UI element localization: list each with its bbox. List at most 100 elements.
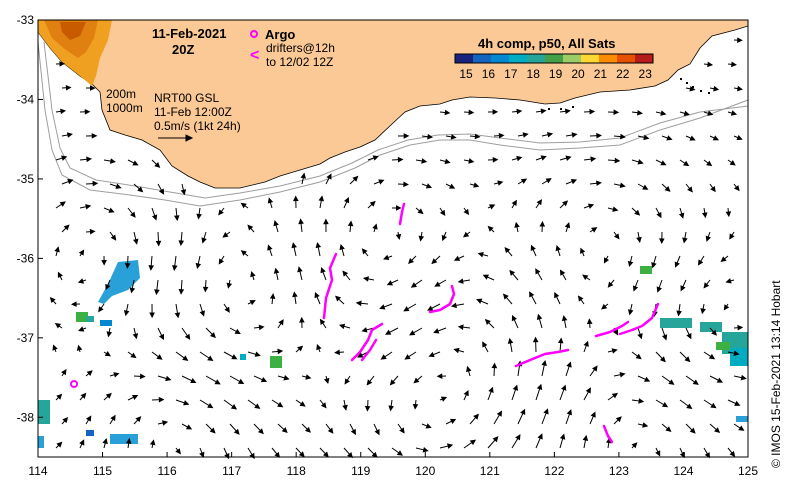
current-arrow-head [151,214,158,221]
colorbar-segment [635,54,654,63]
current-arrow-head [540,108,547,115]
current-arrow-head [410,282,418,288]
current-arrow-head [344,378,350,385]
current-arrow-head [427,305,434,311]
legend-drifters-line1: drifters@12h [266,41,335,55]
current-arrow-head [632,285,639,292]
current-arrow-head [86,370,93,377]
colorbar-tick-label: 22 [616,67,630,81]
current-arrow-head [554,291,560,299]
current-arrow-head [655,450,661,457]
current-arrow-head [304,426,311,433]
current-arrow-head [613,233,620,240]
current-arrow-head [425,423,432,429]
current-arrow-head [339,243,345,251]
current-arrow-head [515,434,521,441]
current-arrow-head [196,213,202,220]
current-arrow-head [347,220,354,227]
current-arrow-head [491,362,498,369]
current-arrow-head [59,61,66,67]
current-arrow-head [571,132,578,138]
current-arrow-head [725,211,732,218]
current-arrow-head [350,428,356,436]
current-arrow-head [320,402,327,409]
current-arrow-head [90,85,96,91]
current-arrow-head [106,331,113,338]
current-arrow-head [132,160,139,166]
legend-drifters-line2: to 12/02 12Z [266,55,333,69]
current-arrow-head [178,288,185,295]
current-arrow-head [520,178,528,184]
current-arrow-head [85,415,92,422]
current-arrow-head [334,349,340,356]
current-arrow-head [56,441,63,448]
current-arrow-head [323,377,330,385]
isobath-200-label: 200m [106,87,136,101]
current-arrow-head [316,343,322,351]
current-arrow-head [565,155,572,161]
current-arrow-head [344,197,350,204]
current-arrow-head [278,319,284,326]
current-arrow-head [218,258,225,265]
current-arrow-head [386,280,393,286]
current-arrow-head [165,375,172,382]
current-arrow-head [619,182,626,189]
current-arrow-head [712,135,720,141]
current-arrow-head [267,244,273,251]
title-time: 20Z [172,42,194,57]
current-arrow-head [108,207,115,213]
current-arrow-head [582,434,589,441]
current-arrow-head [56,393,63,400]
current-arrow-head [102,438,108,445]
current-arrow-head [686,333,692,340]
current-arrow-head [207,355,214,361]
current-arrow-head [180,189,187,196]
current-arrow-head [54,246,60,253]
current-arrow-head [115,183,122,189]
current-arrow-head [61,155,68,161]
current-arrow-head [636,236,642,243]
current-arrow-head [668,379,675,385]
current-arrow-head [226,282,233,289]
current-arrow-head [516,108,523,115]
current-arrow-head [536,199,543,206]
current-arrow-head [680,285,686,292]
current-arrow-head [529,291,535,298]
current-arrow-head [409,330,416,336]
current-arrow-head [224,306,230,313]
current-arrow-head [372,223,378,230]
current-arrow-head [635,353,642,360]
current-arrow-head [49,296,56,304]
colorbar-tick-label: 16 [482,67,496,81]
colorbar-segment [509,54,528,63]
colorbar-segment [527,54,546,63]
current-arrow-head [708,353,716,360]
current-arrow-head [281,427,288,434]
current-arrow-head [139,373,146,380]
current-arrow-head [154,289,160,296]
current-arrow-head [132,238,139,245]
current-arrow-head [110,234,117,241]
current-arrow-head [736,85,743,92]
current-arrow-head [689,135,696,141]
current-arrow-head [273,267,280,274]
current-arrow-head [269,293,276,299]
current-arrow-head [664,185,671,192]
current-arrow-head [389,379,396,386]
current-arrow-head [277,348,284,355]
colorbar-segment [617,54,636,63]
current-arrow-head [564,222,571,229]
current-arrow-head [504,247,511,254]
current-arrow-head [539,220,546,227]
current-arrow-head [582,274,589,281]
current-arrow-head [692,379,699,385]
current-arrow-head [98,306,104,313]
argo-float-marker [70,380,78,388]
current-arrow-head [222,232,229,238]
current-arrow-head [137,186,144,193]
current-arrow-head [507,337,514,344]
current-arrow-head [86,156,93,163]
current-arrow-head [249,300,256,306]
current-arrow-head [379,304,386,310]
